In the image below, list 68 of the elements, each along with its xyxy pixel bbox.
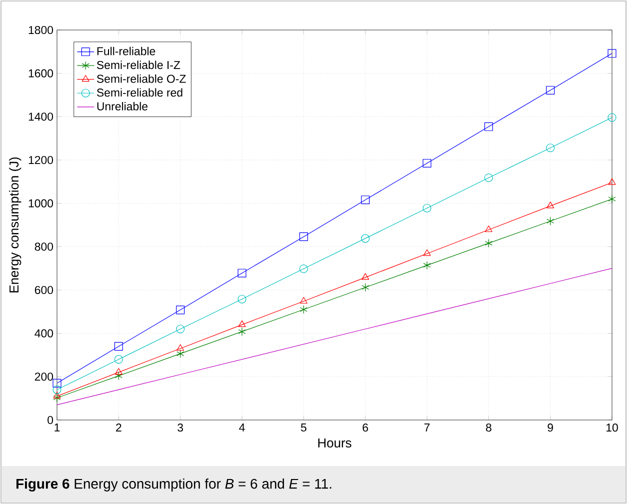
legend-label: Semi-reliable O-Z bbox=[96, 74, 186, 83]
y-tick-label: 0 bbox=[48, 416, 54, 424]
x-tick-label: 7 bbox=[424, 424, 430, 432]
point bbox=[423, 261, 431, 270]
y-tick-label: 1200 bbox=[28, 156, 54, 164]
x-tick-label: 4 bbox=[239, 424, 245, 432]
y-tick-label: 1600 bbox=[28, 69, 54, 78]
point bbox=[114, 342, 123, 351]
x-tick-label: 1 bbox=[54, 424, 60, 432]
point bbox=[114, 355, 123, 364]
point bbox=[238, 268, 246, 278]
point bbox=[546, 86, 555, 95]
point bbox=[608, 49, 616, 58]
point bbox=[546, 144, 555, 152]
point bbox=[300, 305, 308, 314]
point bbox=[52, 385, 62, 394]
point bbox=[608, 113, 616, 122]
y-tick-label: 400 bbox=[34, 329, 54, 338]
point bbox=[484, 238, 492, 248]
point bbox=[422, 204, 432, 212]
point bbox=[546, 202, 554, 208]
point bbox=[422, 158, 432, 168]
text: Figure 6 Energy consumption for B = 6 and E = 11. bbox=[16, 478, 332, 492]
point bbox=[361, 234, 370, 243]
point bbox=[176, 349, 184, 358]
point bbox=[176, 344, 184, 351]
point bbox=[608, 178, 616, 185]
point bbox=[52, 378, 62, 388]
point bbox=[362, 273, 370, 280]
x-tick-label: 2 bbox=[116, 424, 122, 432]
x-tick-label: 6 bbox=[362, 424, 368, 432]
y-tick-label: 600 bbox=[34, 286, 54, 294]
point bbox=[299, 264, 308, 274]
point bbox=[238, 327, 246, 336]
point bbox=[238, 320, 246, 327]
y-tick-label: 1800 bbox=[28, 26, 54, 34]
y-tick-label: 800 bbox=[34, 242, 54, 251]
point bbox=[53, 394, 61, 402]
legend-label: Semi-reliable red bbox=[96, 88, 182, 97]
point bbox=[299, 232, 308, 241]
point bbox=[114, 368, 122, 375]
point bbox=[176, 306, 185, 314]
x-tick-label: 5 bbox=[300, 424, 306, 432]
x-tick-label: 8 bbox=[486, 424, 492, 432]
x-axis-title: Hours bbox=[318, 438, 352, 448]
y-tick-label: 200 bbox=[34, 372, 54, 381]
y-axis-title: Energy consumption (J) bbox=[9, 157, 22, 292]
y-tick-label: 1000 bbox=[28, 199, 54, 208]
point bbox=[53, 392, 61, 398]
legend-label: Unreliable bbox=[97, 102, 148, 110]
point bbox=[484, 225, 492, 232]
point bbox=[300, 296, 308, 304]
x-tick-label: 3 bbox=[178, 424, 184, 432]
y-tick-label: 1400 bbox=[28, 112, 54, 121]
point bbox=[238, 294, 246, 304]
legend-label: Full-reliable bbox=[97, 46, 156, 56]
x-tick-label: 9 bbox=[548, 424, 553, 432]
point bbox=[361, 196, 370, 204]
x-tick-label: 10 bbox=[606, 424, 618, 432]
point bbox=[176, 324, 185, 334]
point bbox=[114, 372, 122, 380]
legend-label: Semi-reliable I-Z bbox=[96, 60, 180, 70]
point bbox=[546, 216, 554, 226]
point bbox=[484, 173, 493, 182]
point bbox=[423, 249, 431, 256]
point bbox=[484, 122, 493, 131]
point bbox=[362, 283, 370, 292]
point bbox=[608, 194, 616, 204]
